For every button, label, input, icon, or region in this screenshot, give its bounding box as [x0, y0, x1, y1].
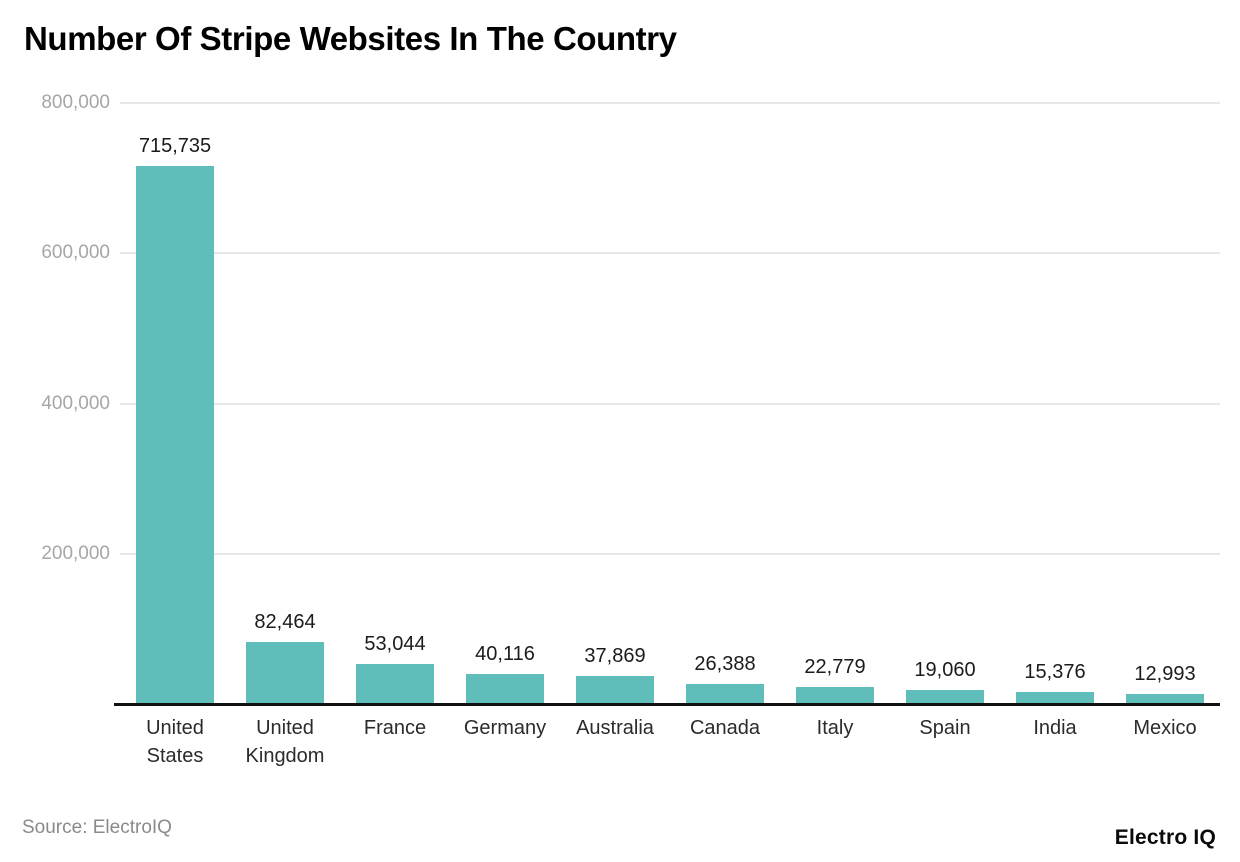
x-category-label: United States — [146, 717, 204, 767]
bar-canada — [686, 684, 764, 704]
chart-title: Number Of Stripe Websites In The Country — [24, 20, 677, 57]
x-category-label: Germany — [463, 717, 547, 739]
x-category-label: France — [363, 717, 427, 739]
x-category-label: Canada — [689, 717, 761, 739]
x-category-label: India — [1033, 717, 1077, 739]
x-category-label: United Kingdom — [245, 717, 325, 767]
x-axis-labels: United States United Kingdom France Germany… — [120, 714, 1220, 784]
bar-value-label: 40,116 — [475, 642, 535, 665]
bar-slot: 715,735 — [120, 103, 230, 704]
bar-united-states — [136, 166, 214, 704]
y-tick-label: 600,000 — [41, 242, 110, 264]
bar-value-label: 82,464 — [254, 611, 316, 634]
x-category-label: Italy — [816, 717, 854, 739]
bar-mexico — [1126, 694, 1204, 704]
bar-spain — [906, 689, 984, 704]
x-category-label: Spain — [919, 717, 971, 739]
bar-slot: 12,993 — [1110, 103, 1220, 704]
bar-value-label: 22,779 — [804, 655, 866, 678]
bar-value-label: 715,735 — [138, 135, 212, 158]
source-note: Source: ElectroIQ — [22, 817, 172, 838]
x-category-label: Mexico — [1133, 717, 1197, 739]
bar-germany — [466, 673, 544, 704]
bar-value-label: 12,993 — [1134, 663, 1196, 686]
bar-slot: 40,116 — [450, 103, 560, 704]
bar-slot: 15,376 — [1000, 103, 1110, 704]
bar-india — [1016, 692, 1094, 704]
bar-slot: 22,779 — [780, 103, 890, 704]
bar-value-label: 15,376 — [1024, 661, 1086, 684]
gridline-200000 — [120, 552, 1220, 555]
plot-area: 200,000 400,000 600,000 800,000 715,735 82,46… — [41, 93, 1220, 706]
bar-slot: 82,464 — [230, 103, 340, 704]
y-tick-label: 200,000 — [41, 542, 110, 564]
bar-value-label: 37,869 — [584, 644, 646, 667]
bar-united-kingdom — [246, 642, 324, 704]
gridline-800000 — [120, 102, 1220, 104]
bar-value-label: 53,044 — [364, 633, 426, 656]
bar-value-label: 19,060 — [914, 658, 976, 681]
brand-logo: Electro IQ — [1114, 826, 1216, 849]
x-category-label: Australia — [576, 717, 654, 739]
bar-italy — [796, 686, 874, 704]
bar-france — [356, 664, 434, 704]
gridline-400000 — [120, 402, 1220, 405]
gridline-600000 — [120, 252, 1220, 255]
bar-australia — [576, 675, 654, 704]
y-tick-label: 400,000 — [41, 392, 110, 414]
y-tick-label: 800,000 — [41, 92, 110, 113]
bar-slot: 19,060 — [890, 103, 1000, 704]
bar-slot: 26,388 — [670, 103, 780, 704]
bar-value-label: 26,388 — [694, 653, 756, 676]
bar-slot: 53,044 — [340, 103, 450, 704]
x-axis-line — [114, 703, 1220, 706]
bar-slot: 37,869 — [560, 103, 670, 704]
